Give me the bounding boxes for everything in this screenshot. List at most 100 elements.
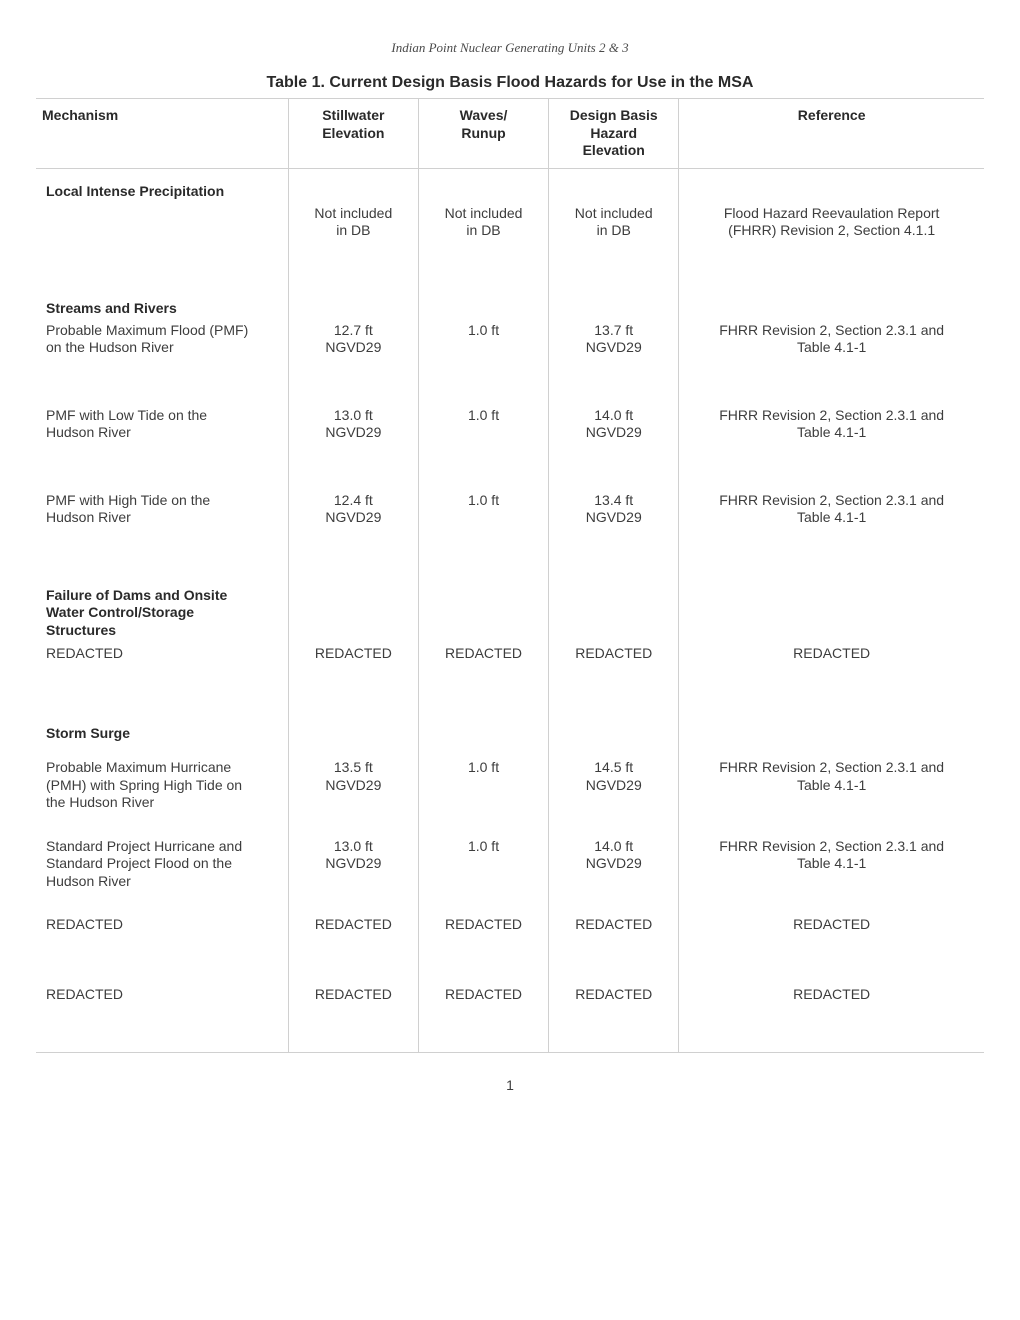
text: Water Control/Storage [46, 604, 194, 620]
text: PMF with Low Tide on the [46, 407, 207, 423]
cell: REDACTED [418, 912, 548, 982]
text: Table 4.1-1 [797, 424, 866, 440]
cell: PMF with Low Tide on the Hudson River [36, 403, 288, 488]
cell: 13.0 ft NGVD29 [288, 834, 418, 913]
table-title: Table 1. Current Design Basis Flood Haza… [36, 74, 984, 92]
section-dams: Failure of Dams and Onsite Water Control… [36, 573, 288, 642]
cell: 12.4 ft NGVD29 [288, 488, 418, 573]
text: Runup [461, 125, 505, 141]
cell: FHRR Revision 2, Section 2.3.1 and Table… [679, 403, 984, 488]
cell: 1.0 ft [418, 403, 548, 488]
col-design-basis: Design Basis Hazard Elevation [549, 99, 679, 169]
text: 13.0 ft [334, 407, 373, 423]
table-row: REDACTED REDACTED REDACTED REDACTED REDA… [36, 982, 984, 1053]
table-header-row: Mechanism Stillwater Elevation Waves/ Ru… [36, 99, 984, 169]
text: NGVD29 [586, 777, 642, 793]
table-row: Probable Maximum Hurricane (PMH) with Sp… [36, 755, 984, 834]
cell: Not included in DB [418, 201, 548, 286]
cell: Probable Maximum Hurricane (PMH) with Sp… [36, 755, 288, 834]
cell: FHRR Revision 2, Section 2.3.1 and Table… [679, 755, 984, 834]
cell: 13.7 ft NGVD29 [549, 318, 679, 403]
col-mechanism: Mechanism [36, 99, 288, 169]
cell: REDACTED [679, 912, 984, 982]
text: 12.4 ft [334, 492, 373, 508]
text: Structures [46, 622, 116, 638]
section-row: Failure of Dams and Onsite Water Control… [36, 573, 984, 642]
cell: Standard Project Hurricane and Standard … [36, 834, 288, 913]
cell: FHRR Revision 2, Section 2.3.1 and Table… [679, 318, 984, 403]
text: 14.0 ft [594, 407, 633, 423]
text: 13.5 ft [334, 759, 373, 775]
cell: REDACTED [36, 982, 288, 1053]
cell: 1.0 ft [418, 488, 548, 573]
cell: REDACTED [549, 912, 679, 982]
text: FHRR Revision 2, Section 2.3.1 and [719, 759, 944, 775]
text: in DB [466, 222, 500, 238]
cell: Not included in DB [549, 201, 679, 286]
text: Elevation [322, 125, 384, 141]
section-row: Storm Surge [36, 711, 984, 743]
page-number: 1 [36, 1077, 984, 1093]
table-row: PMF with High Tide on the Hudson River 1… [36, 488, 984, 573]
text: 13.4 ft [594, 492, 633, 508]
text: FHRR Revision 2, Section 2.3.1 and [719, 407, 944, 423]
table-row: Probable Maximum Flood (PMF) on the Huds… [36, 318, 984, 403]
text: 13.0 ft [334, 838, 373, 854]
cell: 13.4 ft NGVD29 [549, 488, 679, 573]
cell: 12.7 ft NGVD29 [288, 318, 418, 403]
cell: REDACTED [288, 641, 418, 711]
text: Standard Project Flood on the [46, 855, 232, 871]
cell: REDACTED [36, 641, 288, 711]
text: on the Hudson River [46, 339, 174, 355]
text: Hazard [590, 125, 637, 141]
text: NGVD29 [325, 777, 381, 793]
table-row: Standard Project Hurricane and Standard … [36, 834, 984, 913]
text: NGVD29 [586, 424, 642, 440]
cell: Flood Hazard Reevaulation Report (FHRR) … [679, 201, 984, 286]
cell: REDACTED [36, 912, 288, 982]
cell: 13.5 ft NGVD29 [288, 755, 418, 834]
text: (PMH) with Spring High Tide on [46, 777, 242, 793]
col-reference: Reference [679, 99, 984, 169]
text: in DB [597, 222, 631, 238]
text: Table 4.1-1 [797, 339, 866, 355]
text: Probable Maximum Flood (PMF) [46, 322, 248, 338]
text: FHRR Revision 2, Section 2.3.1 and [719, 838, 944, 854]
text: Hudson River [46, 509, 131, 525]
section-row: Local Intense Precipitation [36, 168, 984, 201]
cell: 13.0 ft NGVD29 [288, 403, 418, 488]
text: 12.7 ft [334, 322, 373, 338]
text: Hudson River [46, 424, 131, 440]
text: NGVD29 [586, 339, 642, 355]
col-waves: Waves/ Runup [418, 99, 548, 169]
cell: 14.0 ft NGVD29 [549, 403, 679, 488]
cell: REDACTED [679, 982, 984, 1053]
text: NGVD29 [325, 509, 381, 525]
cell: REDACTED [679, 641, 984, 711]
text: Failure of Dams and Onsite [46, 587, 227, 603]
section-row [36, 743, 984, 755]
text: Not included [445, 205, 523, 221]
cell: Not included in DB [288, 201, 418, 286]
text: Hudson River [46, 873, 131, 889]
section-streams: Streams and Rivers [36, 286, 288, 318]
text: Table 4.1-1 [797, 509, 866, 525]
text: PMF with High Tide on the [46, 492, 210, 508]
text: Table 4.1-1 [797, 777, 866, 793]
text: Standard Project Hurricane and [46, 838, 242, 854]
text: 14.0 ft [594, 838, 633, 854]
cell: REDACTED [288, 912, 418, 982]
text: in DB [336, 222, 370, 238]
text: Design Basis [570, 107, 658, 123]
cell: 14.5 ft NGVD29 [549, 755, 679, 834]
cell: 14.0 ft NGVD29 [549, 834, 679, 913]
text: Flood Hazard Reevaulation Report [724, 205, 940, 221]
cell: REDACTED [418, 982, 548, 1053]
text: (FHRR) Revision 2, Section 4.1.1 [728, 222, 935, 238]
text: FHRR Revision 2, Section 2.3.1 and [719, 492, 944, 508]
text: NGVD29 [586, 855, 642, 871]
cell: 1.0 ft [418, 755, 548, 834]
text: Probable Maximum Hurricane [46, 759, 231, 775]
cell: REDACTED [418, 641, 548, 711]
section-row: Streams and Rivers [36, 286, 984, 318]
